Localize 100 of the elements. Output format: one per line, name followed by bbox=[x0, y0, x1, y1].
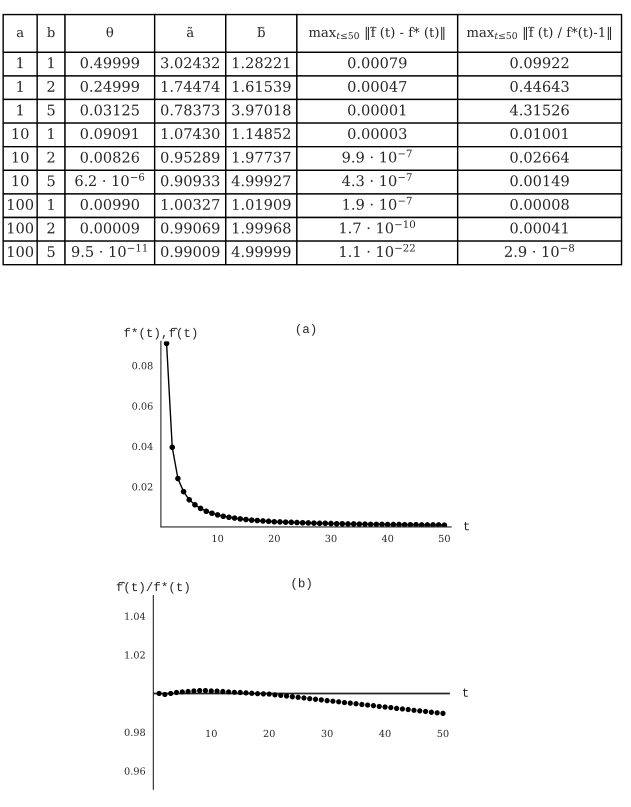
text: 0.49999 bbox=[80, 57, 139, 68]
point bbox=[365, 702, 370, 708]
point bbox=[384, 522, 390, 527]
point bbox=[296, 694, 301, 700]
point bbox=[203, 508, 210, 514]
point bbox=[164, 341, 170, 346]
point bbox=[340, 520, 346, 527]
point bbox=[322, 520, 328, 526]
y-tick-label: 0.08 bbox=[132, 362, 153, 370]
point bbox=[238, 690, 243, 696]
text: 1.28221 bbox=[232, 57, 290, 68]
point bbox=[209, 510, 215, 516]
text: 1.74474 bbox=[162, 80, 220, 92]
point bbox=[162, 692, 168, 698]
y-tick-label: 1.02 bbox=[125, 651, 145, 659]
point bbox=[254, 518, 260, 524]
point bbox=[413, 522, 419, 527]
point bbox=[345, 521, 351, 527]
point bbox=[301, 695, 307, 701]
text: 0.78373 bbox=[161, 104, 220, 116]
text: 0.99069 bbox=[161, 222, 220, 234]
text: 0.09922 bbox=[510, 57, 568, 68]
point bbox=[379, 522, 385, 527]
x-tick-label: 20 bbox=[264, 730, 275, 738]
text: 2 bbox=[47, 80, 54, 92]
point bbox=[328, 520, 334, 526]
text: 0.00990 bbox=[80, 198, 140, 210]
text: 100 bbox=[8, 246, 34, 258]
text: 6.2 · 10$^{−6}$ bbox=[75, 173, 144, 186]
text: 1.97737 bbox=[232, 152, 290, 163]
y-tick-label: 0.02 bbox=[132, 483, 152, 490]
text: 0.00047 bbox=[348, 80, 406, 92]
y-axis-title: f̂(t)/f*(t) bbox=[116, 582, 189, 594]
x-tick-label: 30 bbox=[322, 730, 333, 738]
point bbox=[260, 518, 266, 524]
point bbox=[307, 696, 312, 702]
point bbox=[214, 512, 220, 518]
point bbox=[440, 710, 446, 716]
text: 1.99968 bbox=[232, 222, 290, 234]
text: 4.99999 bbox=[232, 246, 290, 258]
text: 0.95289 bbox=[161, 152, 220, 163]
point bbox=[156, 690, 162, 696]
text: 0.09091 bbox=[80, 128, 138, 140]
point bbox=[359, 702, 364, 708]
point bbox=[266, 518, 272, 524]
text: 1.7 · 10$^{−10}$ bbox=[340, 220, 416, 234]
point bbox=[192, 502, 198, 508]
text: 0.01001 bbox=[510, 128, 568, 140]
text: 9.5 · 10$^{−11}$ bbox=[72, 244, 147, 258]
point bbox=[288, 520, 294, 526]
text: 0.00149 bbox=[510, 175, 569, 186]
point bbox=[249, 690, 254, 696]
text: 10 bbox=[12, 175, 28, 186]
point bbox=[197, 688, 202, 694]
point bbox=[428, 710, 434, 715]
point bbox=[368, 522, 374, 527]
text: 0.02664 bbox=[510, 152, 570, 163]
y-axis-title: f*(t),f̂(t) bbox=[124, 328, 196, 340]
text: 2 bbox=[47, 222, 54, 234]
category-label: max$_{t≤50}$ ‖f̃ (t) / f*(t)-1‖ bbox=[466, 26, 612, 40]
text: 1 bbox=[48, 57, 54, 68]
point bbox=[248, 517, 254, 523]
point bbox=[382, 704, 388, 710]
point bbox=[353, 701, 359, 706]
text: 0.00009 bbox=[80, 222, 139, 234]
point bbox=[342, 700, 348, 706]
text: 5 bbox=[48, 104, 55, 116]
point bbox=[220, 514, 226, 520]
point bbox=[226, 689, 232, 695]
y-tick-label: 0.06 bbox=[132, 402, 153, 410]
text: 2 bbox=[47, 152, 54, 163]
text: 4.3 · 10$^{−7}$ bbox=[342, 173, 412, 186]
point bbox=[418, 522, 424, 527]
point bbox=[424, 522, 430, 527]
text: 1.1 · 10$^{−22}$ bbox=[340, 244, 415, 258]
point bbox=[434, 710, 440, 716]
point bbox=[226, 514, 232, 520]
point bbox=[220, 688, 226, 694]
point bbox=[306, 520, 312, 526]
text: 0.90933 bbox=[161, 175, 220, 186]
point bbox=[311, 520, 317, 526]
text: 1.00327 bbox=[162, 198, 220, 210]
text: 100 bbox=[8, 222, 34, 234]
point bbox=[180, 488, 186, 494]
point bbox=[324, 698, 330, 704]
point bbox=[175, 476, 181, 482]
x-tick-label: 20 bbox=[268, 534, 280, 542]
point bbox=[277, 519, 283, 525]
category-label: b̃ bbox=[257, 26, 265, 38]
point bbox=[198, 506, 204, 512]
category-label: max$_{t≤50}$ ‖f̃ (t) - f* (t)‖ bbox=[308, 26, 444, 40]
chart-title: (a) bbox=[296, 324, 316, 336]
point bbox=[174, 690, 180, 696]
point bbox=[214, 688, 220, 694]
x-tick-label: 10 bbox=[206, 730, 217, 738]
point bbox=[243, 516, 249, 522]
text: 3.97018 bbox=[232, 104, 290, 116]
point bbox=[348, 700, 353, 706]
text: 0.00079 bbox=[348, 57, 406, 68]
text: 0.00003 bbox=[348, 128, 406, 140]
